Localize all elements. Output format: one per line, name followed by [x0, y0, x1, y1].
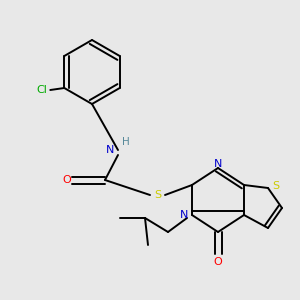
Text: Cl: Cl [37, 85, 48, 95]
Text: S: S [272, 181, 280, 191]
Text: H: H [122, 137, 130, 147]
Text: N: N [106, 145, 114, 155]
Text: O: O [63, 175, 71, 185]
Text: S: S [154, 190, 162, 200]
Text: O: O [214, 257, 222, 267]
Text: N: N [214, 159, 222, 169]
Text: N: N [180, 210, 188, 220]
